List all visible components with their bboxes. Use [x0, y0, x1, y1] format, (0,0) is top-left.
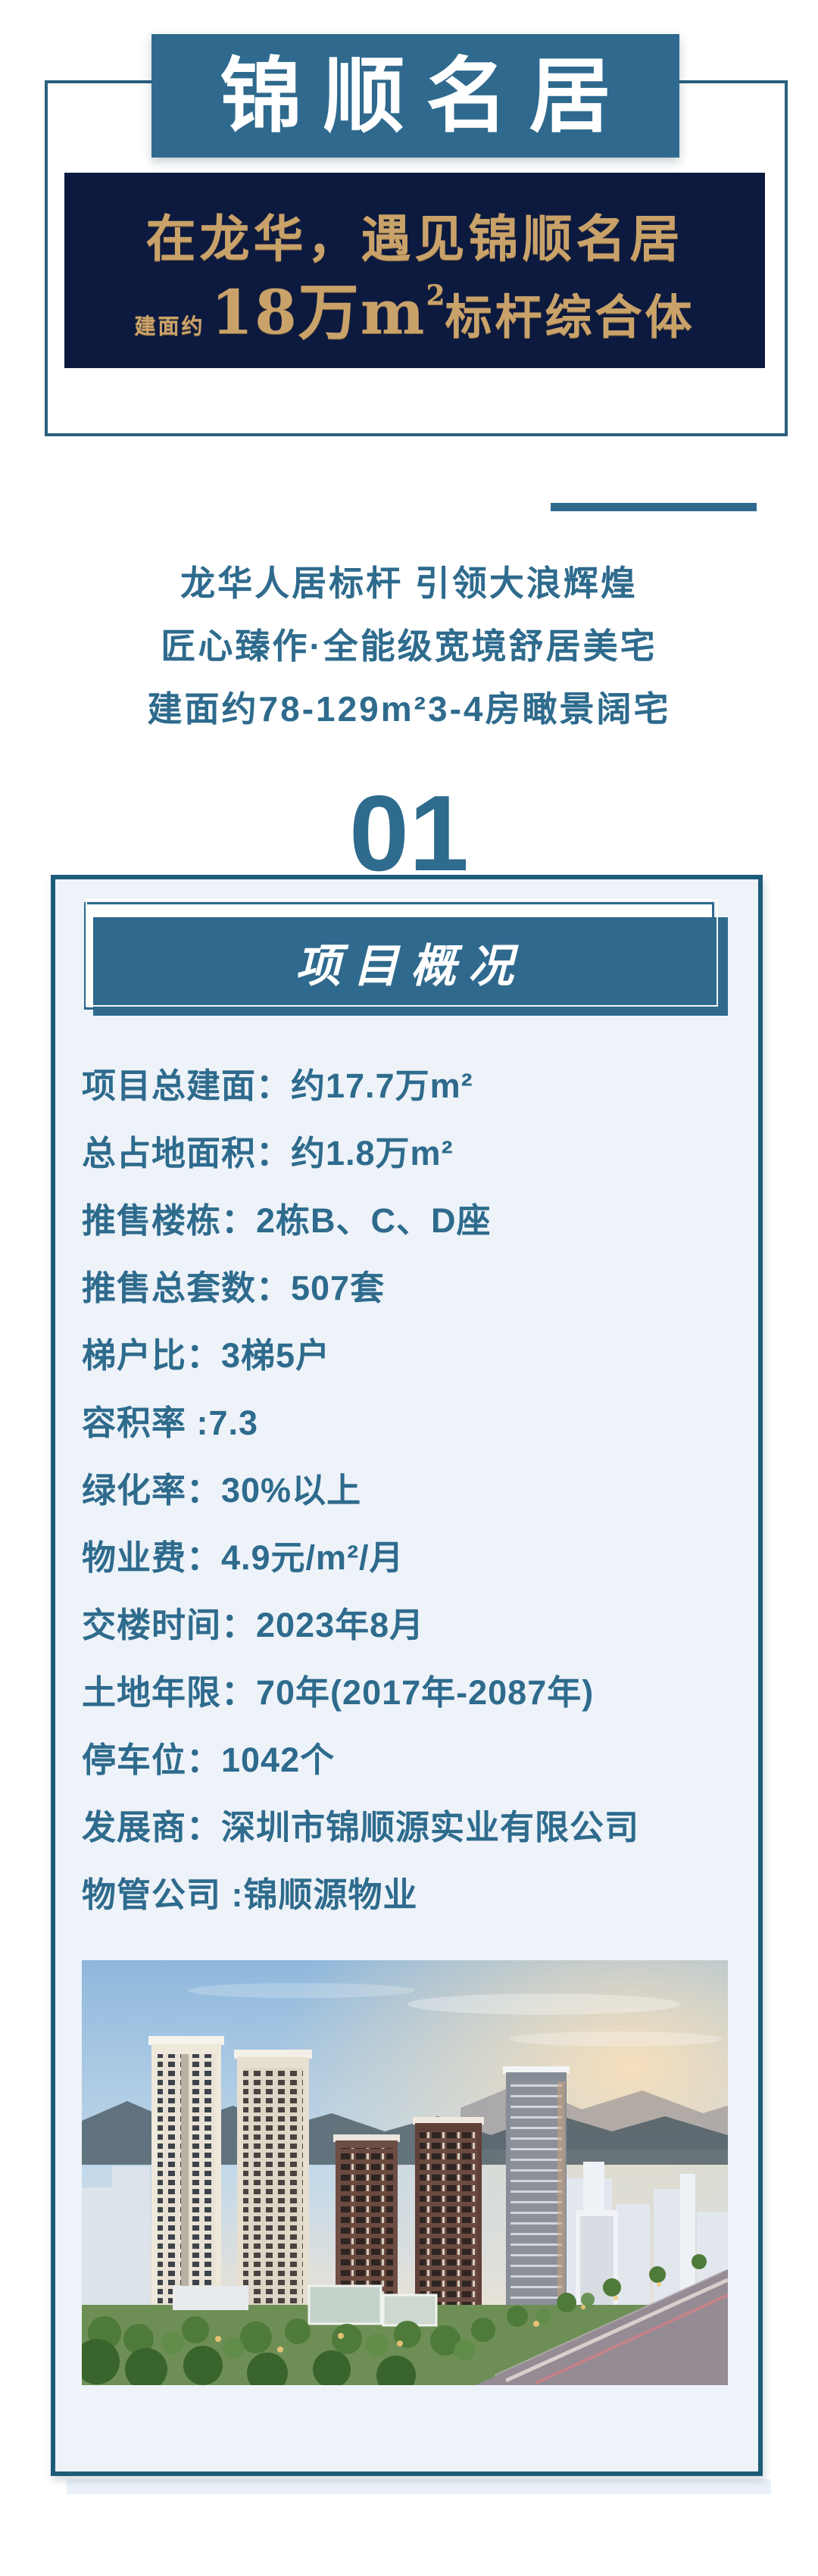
info-item-land-tenure: 土地年限：70年(2017年-2087年): [82, 1673, 595, 1712]
hero-banner: 在龙华，遇见锦顺名居 建面约 18万m 2 标杆综合体: [64, 173, 765, 368]
info-item-greening-rate: 绿化率：30%以上: [82, 1471, 362, 1510]
hero-slogan: 在龙华，遇见锦顺名居: [145, 209, 684, 268]
info-item-property-mgmt: 物管公司 :锦顺源物业: [82, 1875, 418, 1914]
info-item-developer: 发展商：深圳市锦顺源实业有限公司: [82, 1808, 640, 1847]
project-title: 锦顺名居: [220, 49, 632, 142]
tagline-2: 匠心臻作·全能级宽境舒居美宅: [161, 626, 657, 666]
hero-area-prefix: 建面约: [134, 314, 205, 339]
info-item-buildings: 推售楼栋：2栋B、C、D座: [82, 1201, 492, 1240]
project-rendering-image: [82, 1960, 728, 2385]
info-item-plot-ratio: 容积率 :7.3: [82, 1404, 259, 1442]
info-item-land-area: 总占地面积：约1.8万m²: [82, 1134, 454, 1172]
rendering-scene: [82, 1960, 728, 2385]
info-item-elevator-ratio: 梯户比：3梯5户: [82, 1336, 331, 1375]
hero-area-line: 建面约 18万m 2 标杆综合体: [134, 276, 695, 348]
section-header-banner: 项目概况: [86, 899, 728, 1016]
info-item-parking: 停车位：1042个: [82, 1741, 336, 1779]
divider-bar: [551, 503, 757, 511]
page-background-band: [67, 2479, 771, 2494]
tagline-1: 龙华人居标杆 引领大浪辉煌: [180, 564, 638, 603]
project-info-list: 项目总建面：约17.7万m² 总占地面积：约1.8万m² 推售楼栋：2栋B、C、…: [82, 1049, 733, 1925]
info-item-total-units: 推售总套数：507套: [82, 1269, 386, 1307]
info-item-property-fee: 物业费：4.9元/m²/月: [82, 1538, 404, 1577]
project-title-box: 锦顺名居: [151, 34, 679, 158]
section-number: 01: [349, 773, 469, 894]
info-item-delivery-date: 交楼时间：2023年8月: [82, 1606, 425, 1644]
hero-area-suffix: 标杆综合体: [445, 289, 695, 345]
section-header-title: 项目概况: [295, 941, 526, 991]
hero-area-superscript: 2: [426, 279, 445, 311]
info-item-total-area: 项目总建面：约17.7万m²: [82, 1066, 473, 1105]
overview-card: 项目概况 项目总建面：约17.7万m² 总占地面积：约1.8万m² 推售楼栋：2…: [51, 875, 763, 2476]
hero-area-value: 18万m: [211, 276, 426, 348]
tagline-3: 建面约78-129m²3-4房瞰景阔宅: [147, 689, 671, 729]
